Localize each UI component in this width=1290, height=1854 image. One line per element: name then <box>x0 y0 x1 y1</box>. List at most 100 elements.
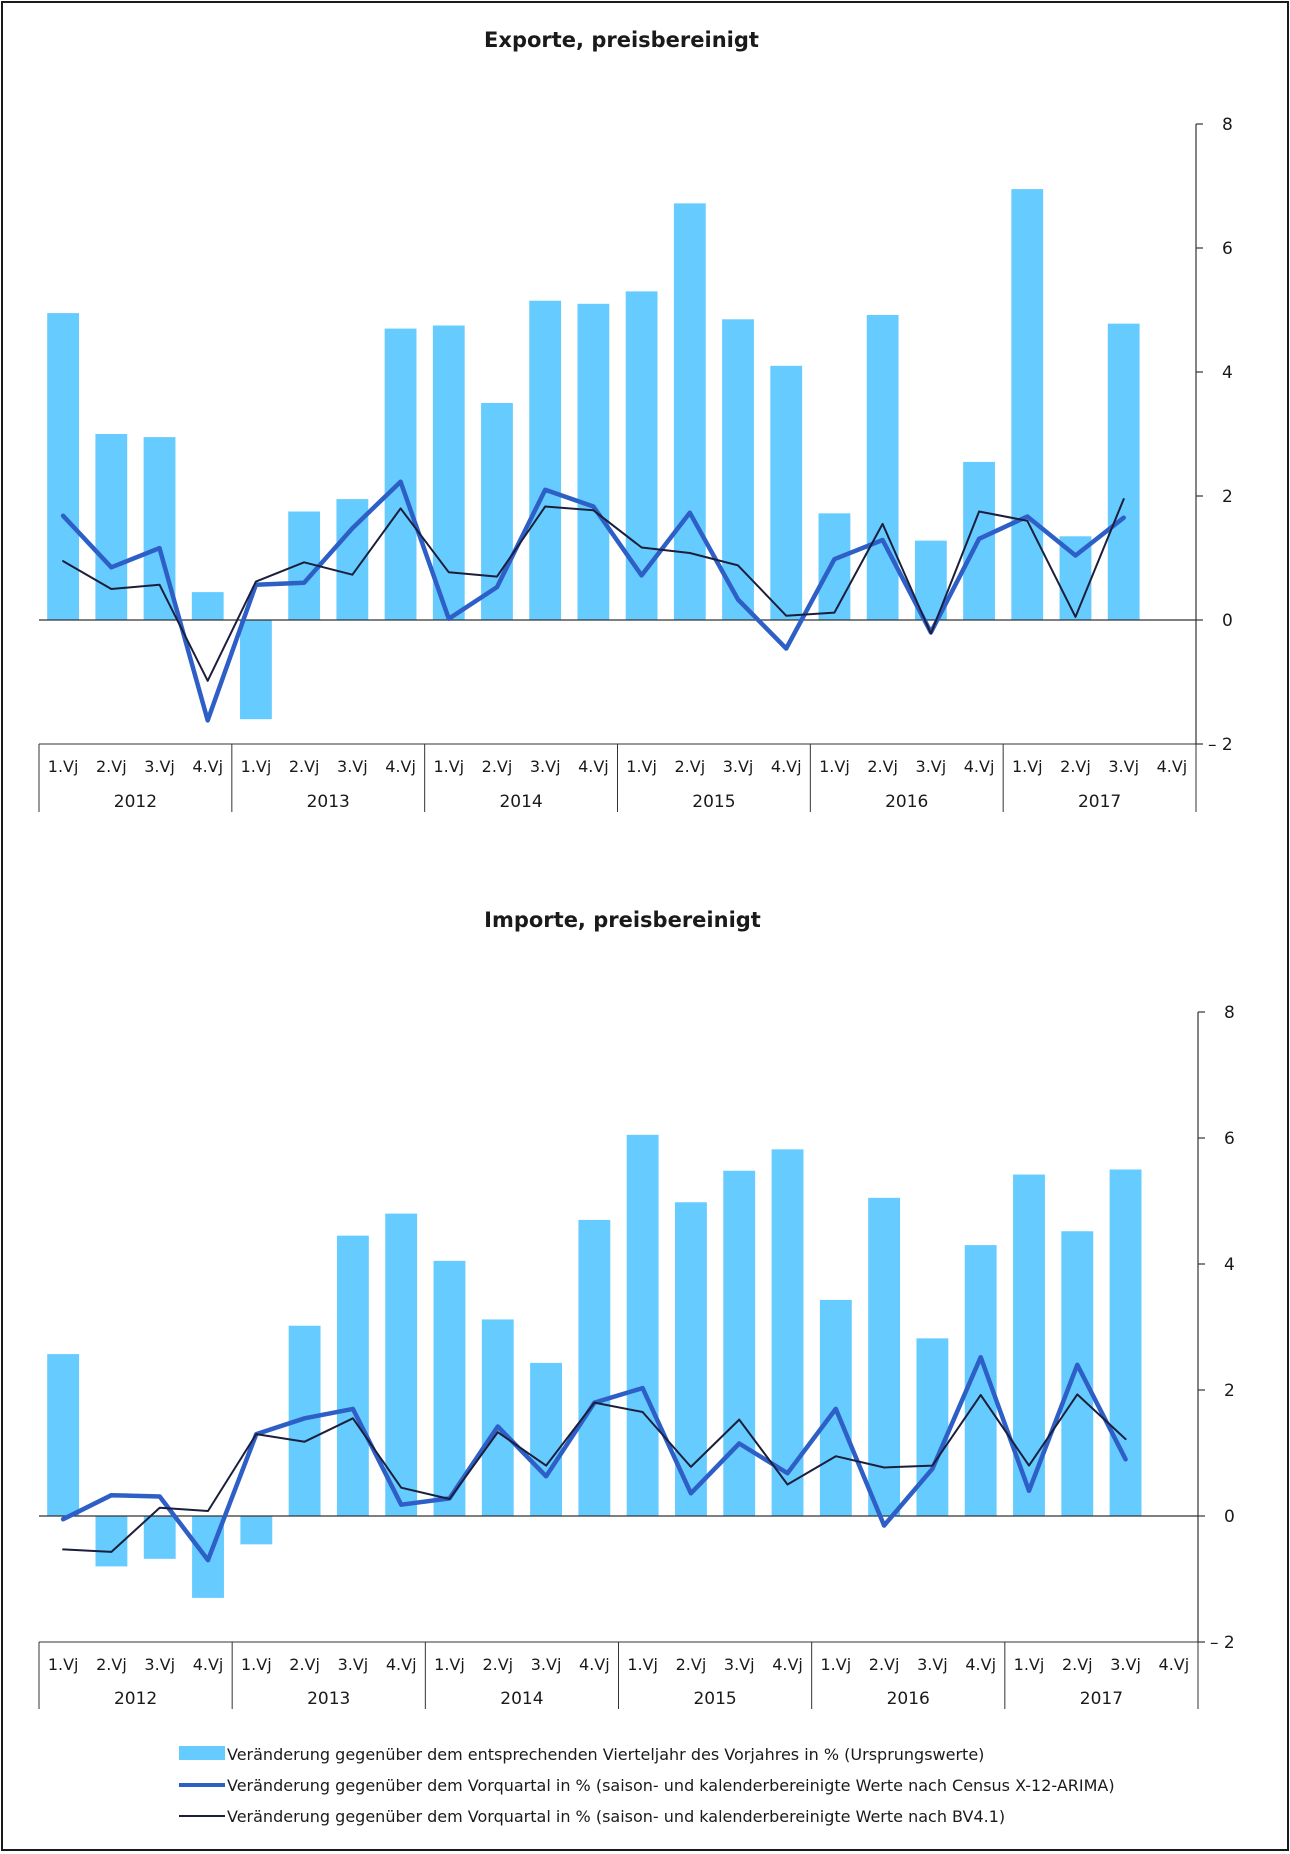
category-label: 1.Vj <box>48 757 79 776</box>
y-tick-label: 8 <box>1222 115 1233 135</box>
bar-exports-14 <box>722 319 754 620</box>
bar-imports-6 <box>336 1235 369 1516</box>
category-label: 2.Vj <box>676 1655 707 1674</box>
category-label: 1.Vj <box>819 757 850 776</box>
bar-exports-15 <box>770 365 803 620</box>
category-label: 2.Vj <box>289 757 320 776</box>
y-tick-label: 0 <box>1222 611 1233 631</box>
category-label: 1.Vj <box>1012 757 1043 776</box>
bar-imports-9 <box>481 1319 514 1516</box>
category-label: 1.Vj <box>820 1655 851 1674</box>
bar-exports-20 <box>1011 189 1044 620</box>
y-tick-label: – 2 <box>1210 1633 1235 1653</box>
chart-title: Importe, preisbereinigt <box>484 908 761 932</box>
legend-thin-line-label: Veränderung gegenüber dem Vorquartal in … <box>227 1807 1005 1826</box>
y-tick-label: – 2 <box>1208 735 1233 755</box>
bar-exports-13 <box>673 203 706 621</box>
legend-thick-line-label: Veränderung gegenüber dem Vorquartal in … <box>227 1776 1115 1795</box>
category-label: 4.Vj <box>772 1655 803 1674</box>
category-label: 4.Vj <box>193 1655 224 1674</box>
year-label: 2016 <box>887 1689 930 1709</box>
category-label: 4.Vj <box>1159 1655 1190 1674</box>
y-tick-label: 6 <box>1222 239 1233 259</box>
charts-canvas: Exporte, preisbereinigt – 2 0 2 4 6 8 1.Vj 2.Vj 3… <box>38 28 1235 1826</box>
bar-imports-17 <box>868 1197 901 1516</box>
bar-exports-4 <box>240 620 272 720</box>
legend-bar-swatch <box>179 1746 225 1760</box>
bar-exports-3 <box>191 592 224 620</box>
y-tick-label: 8 <box>1224 1003 1235 1023</box>
category-label: 2.Vj <box>289 1655 320 1674</box>
bar-imports-15 <box>771 1149 804 1516</box>
category-label: 3.Vj <box>531 1655 562 1674</box>
category-label: 1.Vj <box>626 757 657 776</box>
category-label: 3.Vj <box>144 1655 175 1674</box>
category-label: 3.Vj <box>916 757 947 776</box>
year-label: 2012 <box>114 792 157 812</box>
bar-imports-21 <box>1061 1231 1094 1516</box>
category-label: 2.Vj <box>96 1655 127 1674</box>
bar-exports-12 <box>625 291 658 620</box>
y-tick-label: 2 <box>1222 487 1233 507</box>
bar-exports-8 <box>432 325 465 620</box>
bar-imports-8 <box>433 1260 466 1516</box>
category-label: 4.Vj <box>1157 757 1188 776</box>
series-line-thin-imports <box>62 1393 1127 1553</box>
category-label: 4.Vj <box>579 1655 610 1674</box>
category-label: 2.Vj <box>482 1655 513 1674</box>
year-label: 2016 <box>885 792 928 812</box>
category-label: 3.Vj <box>338 1655 369 1674</box>
bar-imports-2 <box>143 1516 176 1559</box>
legend: Veränderung gegenüber dem entsprechenden… <box>179 1745 1115 1826</box>
category-label: 2.Vj <box>674 757 705 776</box>
category-label: 3.Vj <box>530 757 561 776</box>
category-label: 1.Vj <box>48 1655 79 1674</box>
year-label: 2012 <box>114 1689 157 1709</box>
category-label: 2.Vj <box>867 757 898 776</box>
year-label: 2014 <box>500 1689 543 1709</box>
y-tick-label: 0 <box>1224 1507 1235 1527</box>
category-label: 3.Vj <box>724 1655 755 1674</box>
category-label: 3.Vj <box>917 1655 948 1674</box>
bar-exports-11 <box>577 303 610 620</box>
bar-imports-22 <box>1109 1169 1142 1516</box>
category-label: 4.Vj <box>578 757 609 776</box>
bar-imports-13 <box>675 1202 707 1516</box>
year-label: 2015 <box>692 792 735 812</box>
y-tick-label: 4 <box>1222 363 1233 383</box>
year-label: 2013 <box>307 1689 350 1709</box>
bar-imports-0 <box>47 1354 80 1516</box>
category-label: 1.Vj <box>434 1655 465 1674</box>
bar-exports-1 <box>95 434 128 620</box>
series-line-thin-exports <box>62 498 1125 682</box>
category-label: 4.Vj <box>965 1655 996 1674</box>
bar-imports-14 <box>723 1170 756 1516</box>
category-label: 3.Vj <box>723 757 754 776</box>
year-label: 2014 <box>499 792 542 812</box>
category-label: 2.Vj <box>869 1655 900 1674</box>
category-label: 2.Vj <box>96 757 127 776</box>
category-label: 4.Vj <box>385 757 416 776</box>
category-label: 4.Vj <box>386 1655 417 1674</box>
year-label: 2013 <box>307 792 350 812</box>
category-label: 3.Vj <box>337 757 368 776</box>
year-label: 2017 <box>1078 792 1121 812</box>
chart-imports: Importe, preisbereinigt – 2 0 2 4 6 8 1.Vj 2.Vj 3… <box>38 908 1235 1709</box>
y-tick-label: 6 <box>1224 1129 1235 1149</box>
bar-exports-17 <box>866 314 899 620</box>
bar-exports-7 <box>384 328 417 620</box>
y-tick-label: 2 <box>1224 1381 1235 1401</box>
category-label: 3.Vj <box>1110 1655 1141 1674</box>
bar-imports-18 <box>916 1338 949 1516</box>
bar-exports-10 <box>529 300 562 620</box>
legend-bar-label: Veränderung gegenüber dem entsprechenden… <box>227 1745 984 1764</box>
category-label: 1.Vj <box>241 1655 272 1674</box>
category-label: 2.Vj <box>1062 1655 1093 1674</box>
year-label: 2017 <box>1080 1689 1123 1709</box>
chart-exports: Exporte, preisbereinigt – 2 0 2 4 6 8 1.Vj 2.Vj 3… <box>38 28 1233 812</box>
bar-imports-11 <box>578 1219 611 1516</box>
bar-imports-7 <box>385 1213 418 1516</box>
bar-imports-4 <box>240 1516 273 1545</box>
category-label: 4.Vj <box>192 757 223 776</box>
category-label: 1.Vj <box>433 757 464 776</box>
